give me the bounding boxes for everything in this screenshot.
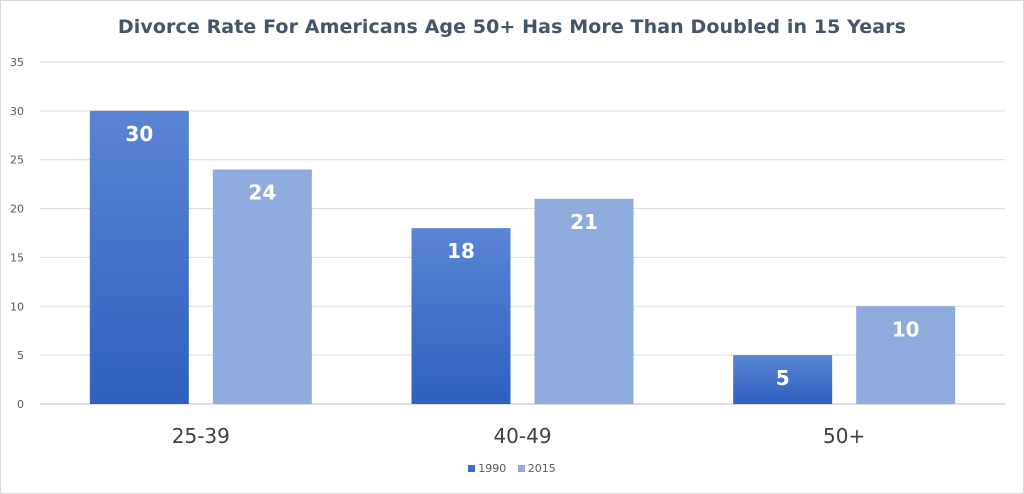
data-label-2015-25-39: 24 bbox=[248, 180, 276, 204]
data-label-2015-40-49: 21 bbox=[570, 210, 598, 234]
data-labels: 30 24 18 21 5 10 bbox=[125, 122, 919, 390]
legend-label-1990: 1990 bbox=[478, 462, 507, 475]
bar-2015-50+ bbox=[856, 306, 956, 404]
y-tick-label: 30 bbox=[10, 105, 24, 118]
x-axis-ticks: 25-39 40-49 50+ bbox=[172, 424, 866, 448]
data-label-1990-50+: 5 bbox=[776, 366, 790, 390]
gridlines bbox=[40, 61, 1005, 405]
data-label-2015-50+: 10 bbox=[892, 317, 920, 341]
y-axis-ticks: 0 5 10 15 20 25 30 35 bbox=[10, 56, 24, 411]
legend: 1990 2015 bbox=[0, 462, 1024, 475]
bar-1990-50+ bbox=[733, 355, 833, 404]
legend-swatch-2015 bbox=[517, 465, 525, 472]
x-tick-label-40-49: 40-49 bbox=[493, 424, 551, 448]
bar-2015-25-39 bbox=[212, 169, 312, 404]
legend-item-2015: 2015 bbox=[517, 462, 556, 475]
y-tick-label: 0 bbox=[17, 398, 24, 411]
y-tick-label: 35 bbox=[10, 56, 24, 69]
data-label-1990-25-39: 30 bbox=[125, 122, 153, 146]
bar-1990-40-49 bbox=[411, 228, 511, 404]
bar-1990-25-39 bbox=[89, 110, 189, 404]
y-tick-label: 20 bbox=[10, 203, 24, 216]
bars bbox=[89, 110, 956, 404]
legend-label-2015: 2015 bbox=[527, 462, 556, 475]
y-tick-label: 5 bbox=[17, 349, 24, 362]
legend-swatch-1990 bbox=[468, 465, 476, 472]
data-label-1990-40-49: 18 bbox=[447, 239, 475, 263]
y-tick-label: 10 bbox=[10, 300, 24, 313]
legend-item-1990: 1990 bbox=[468, 462, 506, 475]
bar-2015-40-49 bbox=[534, 198, 634, 404]
chart-title: Divorce Rate For Americans Age 50+ Has M… bbox=[117, 16, 907, 38]
y-tick-label: 25 bbox=[10, 154, 24, 167]
x-tick-label-50+: 50+ bbox=[823, 424, 865, 448]
y-tick-label: 15 bbox=[10, 251, 24, 264]
x-tick-label-25-39: 25-39 bbox=[172, 424, 230, 448]
